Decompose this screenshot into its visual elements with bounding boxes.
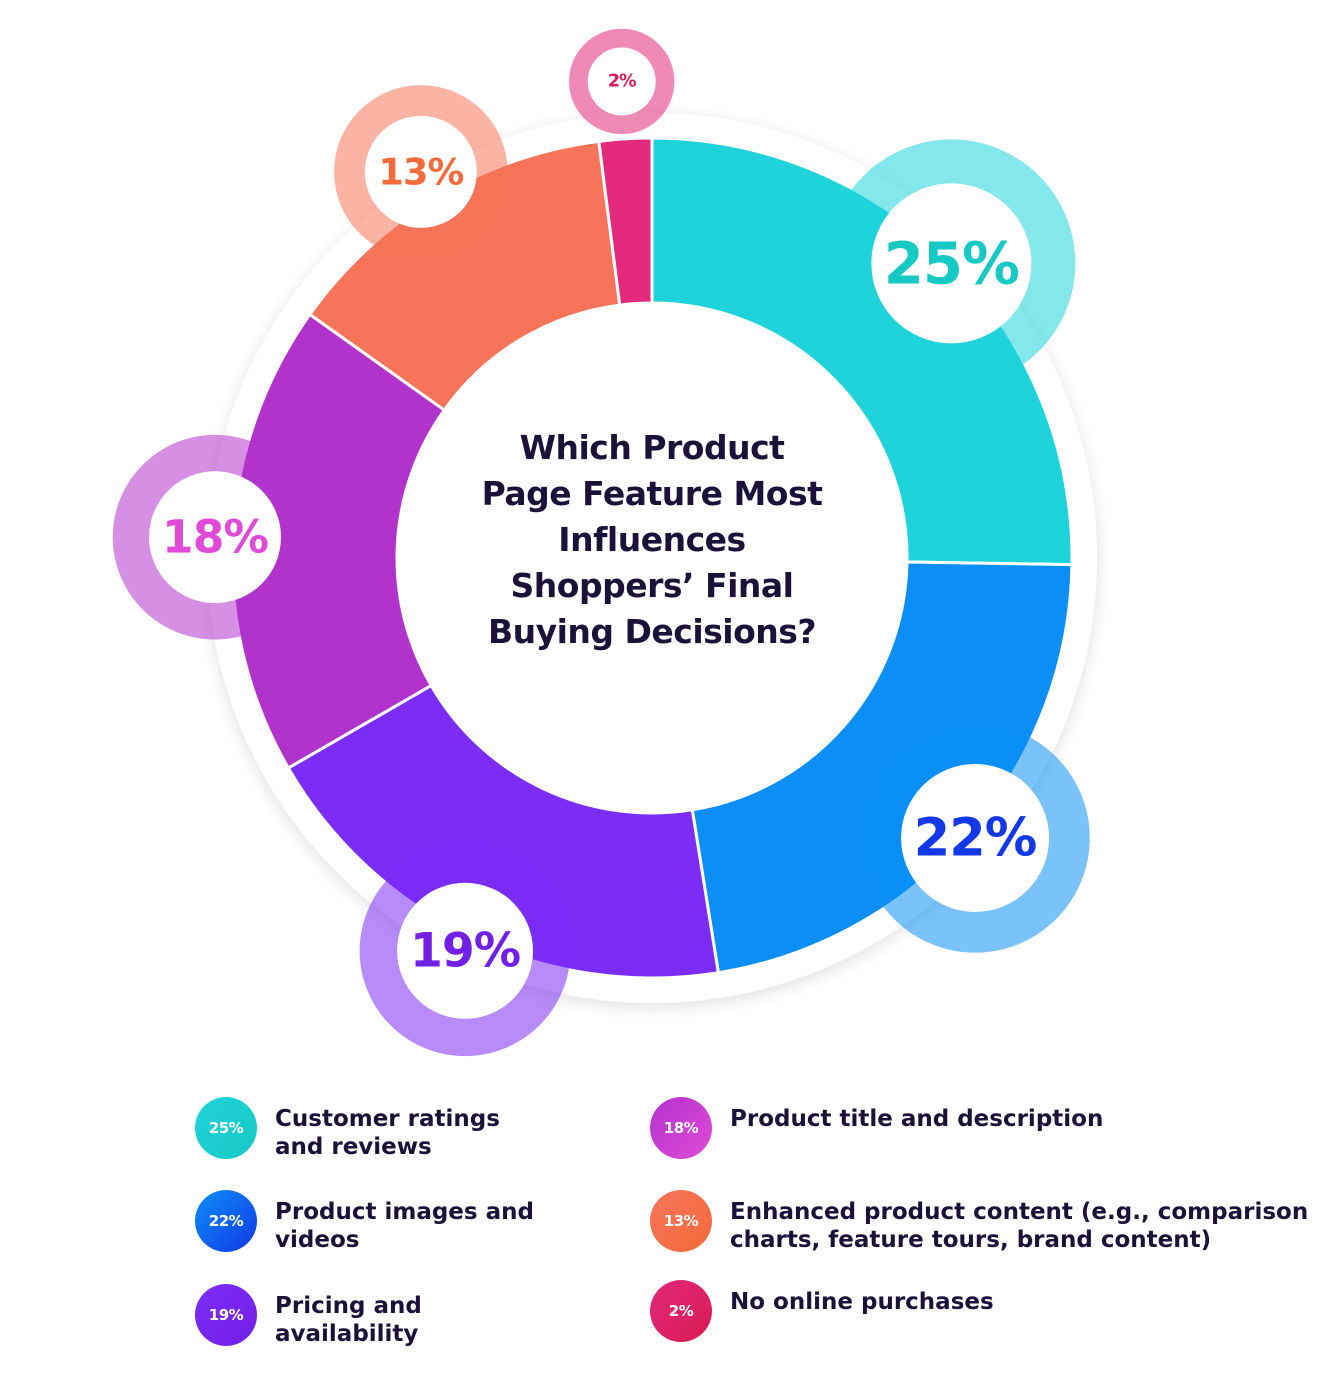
- value-label: 22%: [914, 807, 1037, 868]
- donut-slice: [597, 136, 654, 307]
- donut-slice: [230, 312, 447, 771]
- value-label: 25%: [884, 229, 1019, 297]
- legend-label: Enhanced product content (e.g., comparis…: [730, 1199, 1309, 1253]
- legend-item: 2% No online purchases: [650, 1280, 1320, 1342]
- donut-slice: [690, 560, 1074, 975]
- legend-badge: 13%: [650, 1190, 712, 1252]
- chart: 25% 22% 19% 18% 13% 2%: [112, 28, 1097, 1057]
- legend-item: 18% Product title and description: [650, 1097, 1320, 1159]
- bubble: [871, 183, 1032, 344]
- bubble: [364, 115, 477, 228]
- legend-item: 25% Customer ratings and reviews: [195, 1097, 535, 1161]
- legend-label: No online purchases: [730, 1289, 994, 1315]
- value-label: 18%: [162, 511, 268, 564]
- bubble: [148, 471, 281, 604]
- value-bubble: 18%: [112, 434, 318, 640]
- legend-badge: 22%: [195, 1190, 257, 1252]
- donut-slice: [650, 136, 1074, 567]
- legend-label: Customer ratings and reviews: [275, 1106, 500, 1160]
- bubble: [587, 47, 656, 116]
- legend-item: 19% Pricing and availability: [195, 1284, 535, 1348]
- legend-badge: 18%: [650, 1097, 712, 1159]
- value-bubble: 13%: [334, 85, 508, 259]
- chart-title: Which Product Page Feature Most Influenc…: [481, 428, 823, 651]
- value-label: 19%: [410, 923, 520, 978]
- legend-label: Pricing and availability: [275, 1293, 422, 1347]
- legend-label: Product images and videos: [275, 1199, 534, 1253]
- value-bubble: 25%: [827, 139, 1076, 388]
- legend-badge: 19%: [195, 1284, 257, 1346]
- value-label: 2%: [608, 71, 636, 91]
- legend-item: 22% Product images and videos: [195, 1190, 535, 1254]
- value-bubble: 2%: [569, 28, 675, 135]
- legend-item: 13% Enhanced product content (e.g., compa…: [650, 1190, 1320, 1254]
- legend-badge: 25%: [195, 1097, 257, 1159]
- value-label: 13%: [378, 150, 463, 193]
- bubble: [901, 763, 1050, 912]
- legend-label: Product title and description: [730, 1106, 1104, 1132]
- legend-badge: 2%: [650, 1280, 712, 1342]
- bubble: [397, 882, 534, 1019]
- value-bubble: 19%: [359, 845, 571, 1057]
- value-bubble: 22%: [860, 723, 1090, 953]
